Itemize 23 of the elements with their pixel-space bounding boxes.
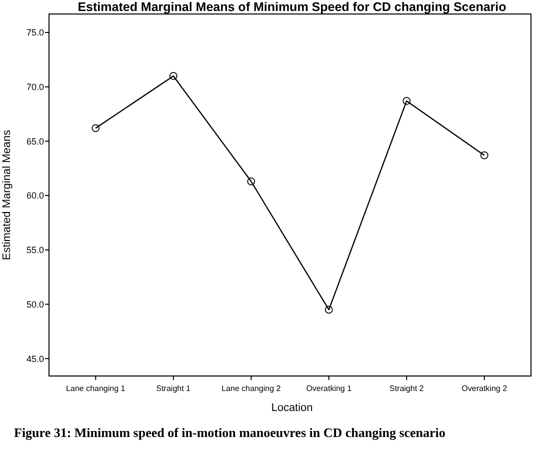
y-axis-title: Estimated Marginal Means	[1, 129, 13, 260]
y-tick-label: 45.0	[26, 354, 44, 364]
point	[402, 97, 411, 105]
y-tick-label: 75.0	[26, 28, 44, 38]
x-tick-label: Straight 2	[389, 384, 424, 393]
caption: Figure 31: Minimum speed of in-motion manoeuvres in CD changing scenario	[14, 425, 446, 440]
x-axis-title: Location	[271, 402, 313, 414]
x-tick-label: Overatking 2	[462, 384, 508, 393]
point	[247, 177, 256, 186]
point	[324, 306, 333, 314]
point	[169, 72, 178, 80]
y-tick-label: 55.0	[26, 245, 44, 256]
y-tick-label: 65.0	[26, 136, 44, 146]
y-tick-label: 70.0	[26, 82, 44, 92]
point	[480, 151, 488, 160]
chart-title: Estimated Marginal Means of Minimum Speed for CD changing Scenario	[78, 0, 507, 14]
x-tick-label: Straight 1	[156, 384, 192, 393]
y-tick-label: 60.0	[26, 190, 44, 201]
x-tick-label: Lane changing 2	[222, 384, 282, 393]
point	[92, 124, 100, 132]
y-tick-label: 50.0	[26, 299, 44, 310]
x-tick-label: Lane changing 1	[66, 384, 126, 393]
x-tick-label: Overatking 1	[306, 384, 352, 393]
